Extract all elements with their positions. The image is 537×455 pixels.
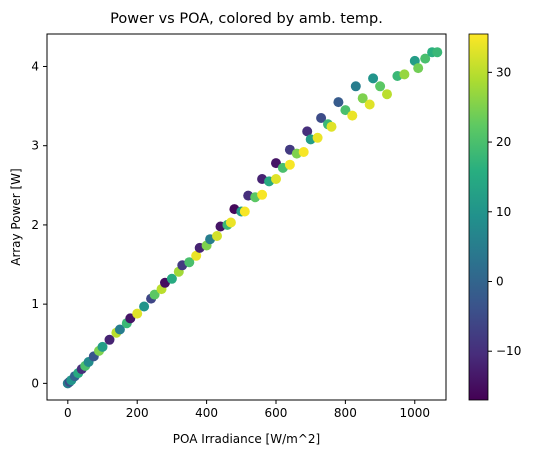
colorbar-tick-label: 10 [496,205,511,219]
y-axis: 0 1 2 3 4 [31,59,47,390]
scatter-point [340,105,351,116]
scatter-point [149,289,160,300]
scatter-point [97,341,108,352]
scatter-point [225,217,236,228]
scatter-point [420,53,431,64]
plot-frame [46,33,447,401]
scatter-point [191,250,202,261]
scatter-point [347,110,358,121]
scatter-point [312,132,323,143]
scatter-point [271,174,281,184]
scatter-point [399,69,410,80]
colorbar-tick-label: 30 [496,65,511,79]
scatter-point [139,301,150,312]
colorbar-tick-label: −10 [496,344,521,358]
chart-title: Power vs POA, colored by amb. temp. [110,11,383,27]
scatter-point [298,147,309,157]
y-axis-label: Array Power [W] [9,168,23,265]
y-tick-label: 3 [31,139,39,153]
scatter-point [166,273,177,284]
scatter-point [382,89,392,100]
x-axis-label: POA Irradiance [W/m^2] [173,432,320,446]
scatter-point [333,97,344,108]
scatter-point [239,206,250,217]
x-tick-label: 0 [64,406,72,420]
scatter-point [368,73,379,84]
scatter-point [302,126,313,137]
scatter-point [375,81,386,92]
x-tick-label: 800 [334,406,357,420]
scatter-points [62,47,443,389]
y-tick-label: 2 [31,218,39,232]
y-tick-label: 1 [31,297,39,311]
y-tick-label: 4 [31,59,39,73]
x-tick-label: 200 [126,406,149,420]
scatter-point [132,308,143,319]
scatter-point [357,93,368,104]
scatter-point [212,231,222,241]
scatter-point [316,113,327,123]
x-tick-label: 600 [265,406,288,420]
scatter-point [413,63,424,74]
x-tick-label: 1000 [400,406,431,420]
scatter-point [350,81,361,92]
x-axis: 0 200 400 600 800 1000 [64,400,430,420]
scatter-point [257,189,268,200]
x-tick-label: 400 [195,406,218,420]
scatter-point [104,334,115,345]
scatter-point [284,159,295,170]
colorbar-tick-label: 0 [496,274,504,288]
colorbar-axis: −10 0 10 20 30 [488,65,521,358]
scatter-point [184,257,195,268]
scatter-point [114,324,125,335]
scatter-point [364,99,375,110]
scatter-point [432,47,443,58]
colorbar-tick-label: 20 [496,135,511,149]
scatter-point [326,121,337,132]
y-tick-label: 0 [31,376,39,390]
colorbar [468,33,489,401]
